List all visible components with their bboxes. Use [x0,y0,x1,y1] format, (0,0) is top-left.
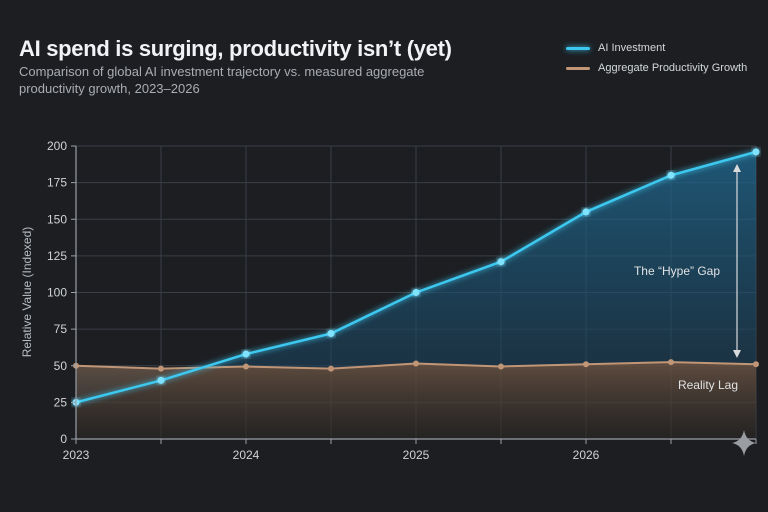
productivity-area [76,362,756,439]
ai-investment-point [582,208,590,216]
legend-item-ai-investment: AI Investment [566,38,747,58]
productivity-point [243,363,249,370]
ai-investment-point [667,171,675,179]
productivity-point [328,365,334,372]
chart-subtitle: Comparison of global AI investment traje… [19,64,425,96]
x-tick-label: 2026 [573,448,600,462]
legend-swatch-ai [566,46,590,50]
annotation-hype-gap: The “Hype” Gap [634,264,720,278]
x-tick-label: 2024 [233,448,260,462]
y-tick-label: 200 [47,139,67,153]
y-tick-label: 150 [47,212,67,226]
ai-investment-point [242,350,250,358]
hype-gap-arrow [733,164,741,358]
legend-swatch-productivity [566,66,590,70]
chart-title: AI spend is surging, productivity isn’t … [19,36,452,61]
annotation-reality-lag: Reality Lag [678,378,738,392]
sparkle-icon [732,430,756,456]
y-tick-label: 175 [47,176,67,190]
productivity-point [753,361,759,368]
ai-investment-point [752,148,760,156]
ai-investment-point [327,330,335,338]
y-tick-label: 0 [60,432,67,446]
productivity-point [583,361,589,368]
legend-item-productivity: Aggregate Productivity Growth [566,58,747,78]
ai-investment-point [412,289,420,296]
legend: AI Investment Aggregate Productivity Gro… [566,38,747,78]
y-tick-label: 75 [54,322,68,336]
ai-investment-point [497,258,505,266]
y-tick-label: 25 [54,395,68,409]
productivity-point [498,363,504,370]
y-axis-label: Relative Value (Indexed) [20,227,34,358]
y-tick-label: 125 [47,249,67,263]
y-tick-label: 50 [54,359,68,373]
ai-investment-point [157,376,165,384]
x-tick-label: 2025 [403,448,430,462]
productivity-point [413,360,419,367]
legend-label: AI Investment [598,42,666,54]
legend-label: Aggregate Productivity Growth [598,62,748,74]
x-tick-label: 2023 [63,448,90,462]
y-tick-label: 100 [47,286,67,300]
productivity-point [158,365,164,372]
productivity-point [668,359,674,366]
